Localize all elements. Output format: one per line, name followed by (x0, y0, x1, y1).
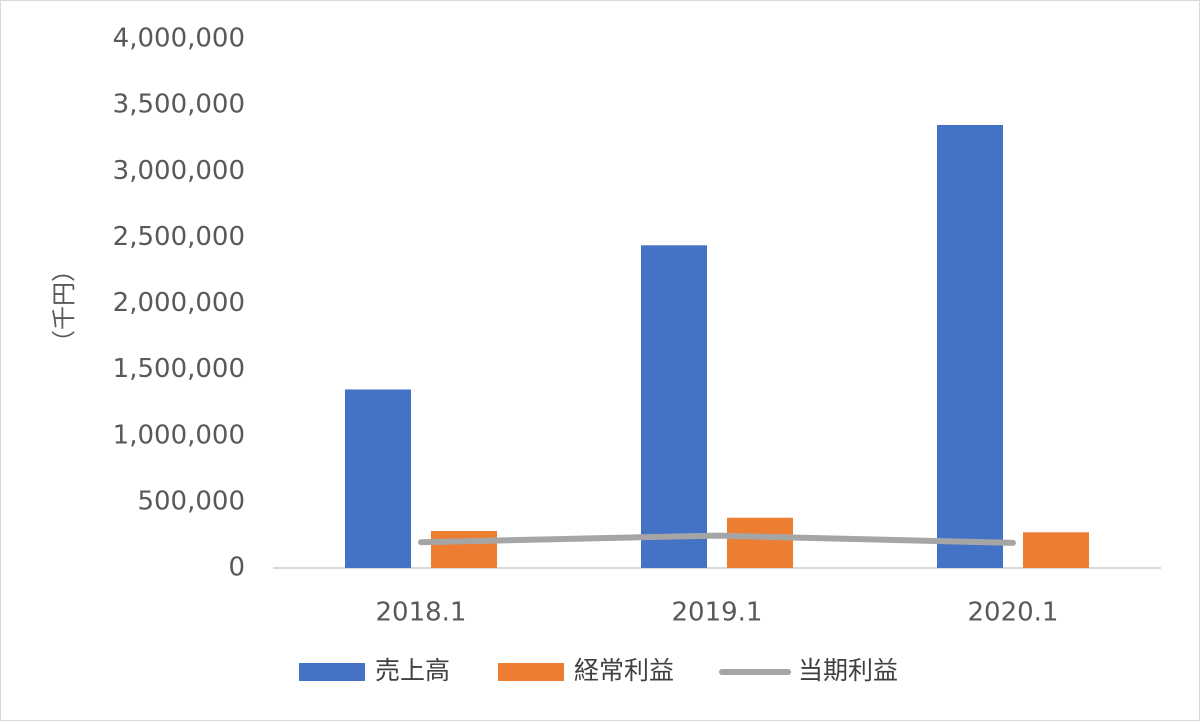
legend-swatch (299, 663, 365, 681)
legend: 売上高 経常利益 当期利益 (299, 656, 898, 685)
legend-label: 当期利益 (798, 656, 898, 685)
legend-label: 経常利益 (574, 656, 674, 685)
x-axis-ticks: 2018.1 2019.1 2020.1 (376, 598, 1059, 628)
y-tick-label: 1,000,000 (113, 420, 245, 450)
x-tick-label: 2018.1 (376, 598, 467, 628)
x-tick-label: 2020.1 (968, 598, 1059, 628)
legend-label: 売上高 (375, 656, 450, 685)
y-tick-label: 3,000,000 (113, 156, 245, 186)
legend-swatch (498, 663, 564, 681)
bar (641, 245, 707, 568)
y-tick-label: 4,000,000 (113, 24, 245, 54)
bar (937, 124, 1003, 569)
bar (431, 530, 497, 568)
bar (727, 517, 793, 568)
y-tick-label: 2,500,000 (113, 222, 245, 252)
line-series (418, 532, 1016, 546)
x-tick-label: 2019.1 (672, 598, 763, 628)
bar (345, 389, 411, 568)
y-tick-label: 1,500,000 (113, 354, 245, 384)
y-tick-label: 0 (228, 553, 245, 583)
y-tick-label: 500,000 (137, 486, 245, 516)
y-tick-label: 3,500,000 (113, 90, 245, 120)
bars (345, 124, 1089, 569)
y-tick-label: 2,000,000 (113, 288, 245, 318)
series-line (418, 532, 1016, 546)
y-axis-label: （千円） (50, 258, 78, 354)
y-axis-ticks: 0 500,000 1,000,000 1,500,000 2,000,000 2,500… (113, 24, 245, 583)
bar (1023, 532, 1089, 568)
